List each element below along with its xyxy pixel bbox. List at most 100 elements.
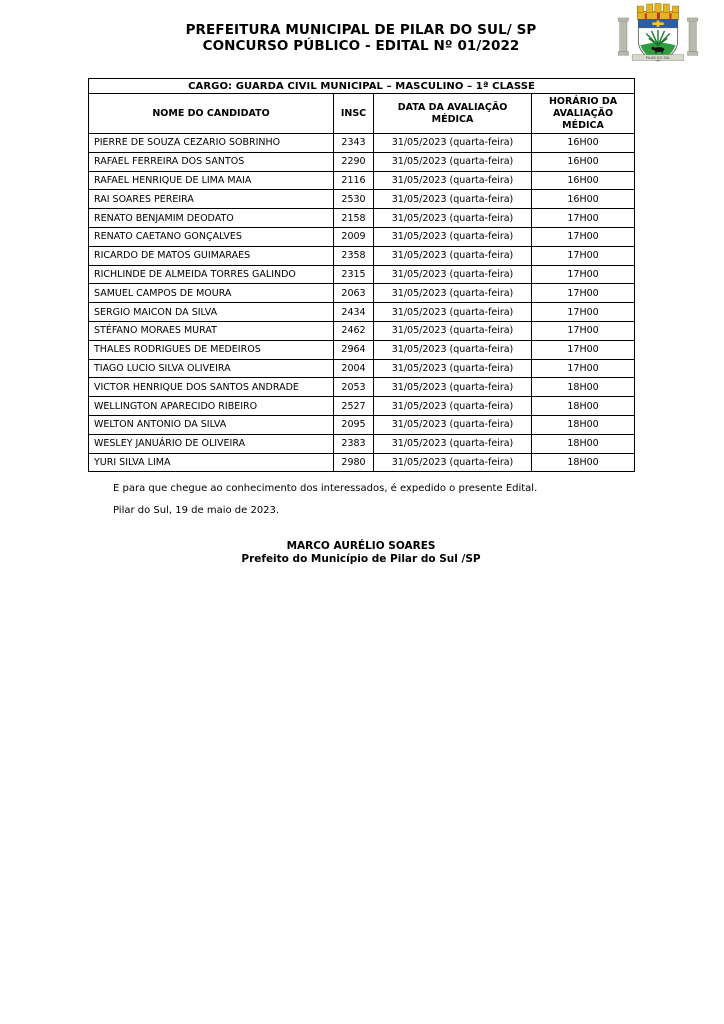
cell-exam-time: 18H00 — [530, 377, 636, 398]
cell-insc: 2383 — [333, 433, 374, 454]
cell-exam-time: 16H00 — [530, 170, 636, 191]
crest-banner: PILAR DO SUL — [631, 54, 685, 61]
cell-exam-date: 31/05/2023 (quarta-feira) — [373, 226, 532, 247]
table-row: PIERRE DE SOUZA CEZARIO SOBRINHO 2343 31/0… — [88, 133, 636, 153]
table-row: WELTON ANTONIO DA SILVA 2095 31/05/2023 (q… — [88, 414, 636, 435]
cell-insc: 2964 — [333, 339, 374, 360]
cell-candidate-name: YURI SILVA LIMA — [88, 452, 334, 473]
cell-exam-time: 18H00 — [530, 433, 636, 454]
closing-paragraph: E para que chegue ao conhecimento dos in… — [113, 483, 538, 494]
cell-exam-date: 31/05/2023 (quarta-feira) — [373, 264, 532, 285]
cell-insc: 2315 — [333, 264, 374, 285]
cell-exam-date: 31/05/2023 (quarta-feira) — [373, 414, 532, 435]
table-row: RENATO BENJAMIM DEODATO 2158 31/05/2023 (q… — [88, 208, 636, 228]
cell-exam-date: 31/05/2023 (quarta-feira) — [373, 339, 532, 360]
cell-exam-date: 31/05/2023 (quarta-feira) — [373, 358, 532, 379]
cell-exam-date: 31/05/2023 (quarta-feira) — [373, 245, 532, 266]
cell-insc: 2358 — [333, 245, 374, 266]
municipal-coat-of-arms-icon: PILAR DO SUL — [616, 3, 700, 63]
cell-exam-time: 17H00 — [530, 339, 636, 360]
cell-exam-time: 17H00 — [530, 208, 636, 228]
table-row: WELLINGTON APARECIDO RIBEIRO 2527 31/05/20… — [88, 396, 636, 416]
table-row: RENATO CAETANO GONÇALVES 2009 31/05/2023 (… — [88, 226, 636, 247]
cell-insc: 2158 — [333, 208, 374, 228]
table-row: TIAGO LUCIO SILVA OLIVEIRA 2004 31/05/2023… — [88, 358, 636, 379]
cell-exam-time: 17H00 — [530, 302, 636, 322]
crest-columns — [617, 17, 699, 56]
cell-insc: 2343 — [333, 133, 374, 153]
cell-insc: 2095 — [333, 414, 374, 435]
cell-exam-time: 17H00 — [530, 226, 636, 247]
cell-exam-time: 17H00 — [530, 358, 636, 379]
cell-candidate-name: TIAGO LUCIO SILVA OLIVEIRA — [88, 358, 334, 379]
cell-candidate-name: RENATO CAETANO GONÇALVES — [88, 226, 334, 247]
cell-exam-time: 18H00 — [530, 396, 636, 416]
cell-exam-time: 17H00 — [530, 264, 636, 285]
table-row: SAMUEL CAMPOS DE MOURA 2063 31/05/2023 (qu… — [88, 283, 636, 304]
doc-title-line1: PREFEITURA MUNICIPAL DE PILAR DO SUL/ SP — [185, 22, 537, 38]
cell-exam-time: 16H00 — [530, 133, 636, 153]
table-row: WESLEY JANUÁRIO DE OLIVEIRA 2383 31/05/202… — [88, 433, 636, 454]
cell-exam-date: 31/05/2023 (quarta-feira) — [373, 320, 532, 341]
cargo-header-row: CARGO: GUARDA CIVIL MUNICIPAL – MASCULIN… — [87, 78, 636, 94]
cell-insc: 2530 — [333, 189, 374, 210]
cell-exam-time: 17H00 — [530, 245, 636, 266]
cell-insc: 2009 — [333, 226, 374, 247]
cell-candidate-name: WELTON ANTONIO DA SILVA — [88, 414, 334, 435]
doc-title-line2: CONCURSO PÚBLICO - EDITAL Nº 01/2022 — [202, 38, 520, 54]
signature-name: MARCO AURÉLIO SOARES — [286, 540, 436, 552]
cell-insc: 2116 — [333, 170, 374, 191]
cell-insc: 2434 — [333, 302, 374, 322]
cell-exam-time: 16H00 — [530, 151, 636, 172]
cell-insc: 2527 — [333, 396, 374, 416]
cell-candidate-name: VICTOR HENRIQUE DOS SANTOS ANDRADE — [88, 377, 334, 398]
cell-insc: 2053 — [333, 377, 374, 398]
column-header-exam-date: DATA DA AVALIAÇÃO MÉDICA — [373, 93, 532, 134]
cell-insc: 2063 — [333, 283, 374, 304]
cell-candidate-name: WELLINGTON APARECIDO RIBEIRO — [88, 396, 334, 416]
column-header-row: NOME DO CANDIDATO INSC DATA DA AVALIAÇÃO… — [88, 93, 636, 134]
cell-candidate-name: SERGIO MAICON DA SILVA — [88, 302, 334, 322]
column-header-candidate-name: NOME DO CANDIDATO — [88, 93, 334, 134]
cell-exam-date: 31/05/2023 (quarta-feira) — [373, 433, 532, 454]
cell-candidate-name: RICHLINDE DE ALMEIDA TORRES GALINDO — [88, 264, 334, 285]
cell-exam-date: 31/05/2023 (quarta-feira) — [373, 208, 532, 228]
candidates-table: CARGO: GUARDA CIVIL MUNICIPAL – MASCULIN… — [87, 78, 636, 473]
date-line: Pilar do Sul, 19 de maio de 2023. — [113, 505, 280, 516]
cell-candidate-name: THALES RODRIGUES DE MEDEIROS — [88, 339, 334, 360]
cell-exam-date: 31/05/2023 (quarta-feira) — [373, 283, 532, 304]
crest-plant — [645, 29, 671, 47]
table-row: RAFAEL HENRIQUE DE LIMA MAIA 2116 31/05/20… — [88, 170, 636, 191]
table-row: THALES RODRIGUES DE MEDEIROS 2964 31/05/20… — [88, 339, 636, 360]
document-header: PREFEITURA MUNICIPAL DE PILAR DO SUL/ SP… — [88, 22, 634, 54]
cell-exam-date: 31/05/2023 (quarta-feira) — [373, 170, 532, 191]
table-row: RICHLINDE DE ALMEIDA TORRES GALINDO 2315 3… — [88, 264, 636, 285]
cell-exam-time: 17H00 — [530, 283, 636, 304]
table-row: VICTOR HENRIQUE DOS SANTOS ANDRADE 2053 31… — [88, 377, 636, 398]
cell-candidate-name: RAI SOARES PEREIRA — [88, 189, 334, 210]
cell-exam-time: 18H00 — [530, 452, 636, 473]
cell-exam-date: 31/05/2023 (quarta-feira) — [373, 396, 532, 416]
cell-exam-date: 31/05/2023 (quarta-feira) — [373, 133, 532, 153]
table-row: RICARDO DE MATOS GUIMARAES 2358 31/05/2023… — [88, 245, 636, 266]
cell-exam-time: 18H00 — [530, 414, 636, 435]
cell-exam-date: 31/05/2023 (quarta-feira) — [373, 302, 532, 322]
cell-exam-time: 16H00 — [530, 189, 636, 210]
candidates-table-body: PIERRE DE SOUZA CEZARIO SOBRINHO 2343 31/0… — [88, 133, 636, 473]
cell-exam-date: 31/05/2023 (quarta-feira) — [373, 151, 532, 172]
cell-exam-date: 31/05/2023 (quarta-feira) — [373, 452, 532, 473]
crest-banner-text: PILAR DO SUL — [646, 56, 670, 60]
crest-bull — [651, 46, 665, 54]
cell-exam-date: 31/05/2023 (quarta-feira) — [373, 189, 532, 210]
cell-candidate-name: STÉFANO MORAES MURAT — [88, 320, 334, 341]
signature-title: Prefeito do Município de Pilar do Sul /S… — [241, 553, 481, 565]
table-row: RAI SOARES PEREIRA 2530 31/05/2023 (quarta… — [88, 189, 636, 210]
cell-exam-time: 17H00 — [530, 320, 636, 341]
column-header-insc: INSC — [333, 93, 374, 134]
table-row: STÉFANO MORAES MURAT 2462 31/05/2023 (quar… — [88, 320, 636, 341]
cargo-header: CARGO: GUARDA CIVIL MUNICIPAL – MASCULIN… — [87, 78, 636, 94]
signature-block: MARCO AURÉLIO SOARES Prefeito do Municíp… — [88, 540, 634, 566]
cell-candidate-name: RAFAEL HENRIQUE DE LIMA MAIA — [88, 170, 334, 191]
column-header-exam-time: HORÁRIO DA AVALIAÇÃO MÉDICA — [530, 93, 636, 134]
